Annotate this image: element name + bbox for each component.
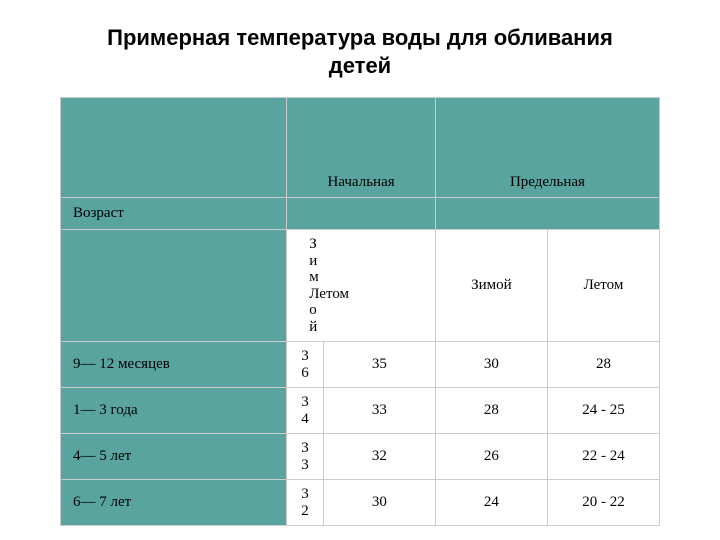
z-cell: 36 [287,342,324,388]
table-row: 6— 7 лет 32 30 24 20 - 22 [61,480,660,526]
z-cell: 33 [287,434,324,480]
table-row: 1— 3 года 34 33 28 24 - 25 [61,388,660,434]
l-cell: 35 [323,342,435,388]
s-cell: 20 - 22 [547,480,659,526]
header-initial: Начальная [287,98,436,198]
table-row: 9— 12 месяцев 36 35 30 28 [61,342,660,388]
w-cell: 30 [435,342,547,388]
header-age: Возраст [61,198,287,230]
temperature-table: Начальная Предельная Возраст З и мЛетом … [60,97,660,526]
s-cell: 28 [547,342,659,388]
age-cell: 1— 3 года [61,388,287,434]
header-winter: Зимой [435,230,547,342]
w-cell: 26 [435,434,547,480]
s-cell: 22 - 24 [547,434,659,480]
blank-top-left [61,98,287,198]
header-summer: Летом [547,230,659,342]
header-row-age: Возраст [61,198,660,230]
age-cell: 6— 7 лет [61,480,287,526]
blank-left-sub [61,230,287,342]
w-cell: 28 [435,388,547,434]
page-title: Примерная температура воды для обливания… [60,24,660,79]
blank-under-limit [435,198,659,230]
age-cell: 9— 12 месяцев [61,342,287,388]
l-cell: 30 [323,480,435,526]
title-line-1: Примерная температура воды для обливания [107,25,613,50]
z-cell: 34 [287,388,324,434]
header-row-1: Начальная Предельная [61,98,660,198]
header-limit: Предельная [435,98,659,198]
blank-under-initial [287,198,436,230]
table-row: 4— 5 лет 33 32 26 22 - 24 [61,434,660,480]
header-zim-letom: З и мЛетом о й [287,230,436,342]
l-cell: 32 [323,434,435,480]
header-row-2: З и мЛетом о й Зимой Летом [61,230,660,342]
title-line-2: детей [329,53,391,78]
s-cell: 24 - 25 [547,388,659,434]
l-cell: 33 [323,388,435,434]
w-cell: 24 [435,480,547,526]
z-cell: 32 [287,480,324,526]
age-cell: 4— 5 лет [61,434,287,480]
